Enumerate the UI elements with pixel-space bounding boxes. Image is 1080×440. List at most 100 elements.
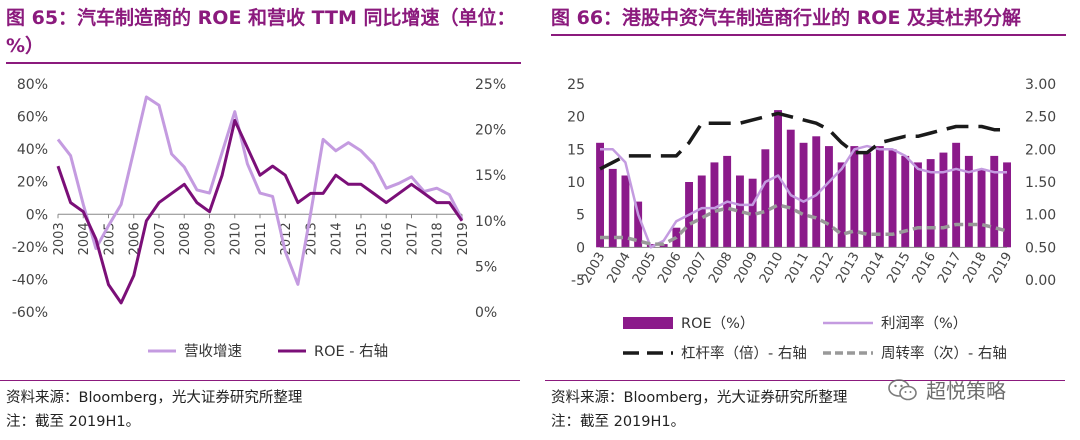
right-note-text: 注：截至 2019H1。 [551,414,686,430]
x-tick-label: 2019 [456,222,471,255]
y-left-tick-label: -40% [12,272,48,288]
x-tick-label: 2016 [380,222,395,255]
x-tick-label: 2018 [431,222,446,255]
left-note-text: 注：截至 2019H1。 [6,414,141,430]
roe-bar [926,159,935,248]
y-right-tick-label: 5% [475,259,497,275]
x-tick-label: 2003 [52,222,67,255]
series-line-2 [56,119,464,305]
right-chart: 2520151050-53.002.502.001.501.000.500.00… [567,77,1056,362]
watermark-text: 超悦策略 [926,379,1006,403]
x-tick-label: 2015 [355,222,370,255]
y-left-tick-label: 60% [17,110,48,126]
wechat-icon [888,378,917,400]
y-left-tick-label: 0% [26,207,48,223]
x-tick-label: 2007 [681,250,711,286]
legend-swatch-1 [623,317,673,329]
roe-bar [748,178,757,248]
y-left-tick-label: 20% [17,175,48,191]
left-source-text: 资料来源：Bloomberg，光大证券研究所整理 [6,390,303,406]
roe-bar [736,175,744,248]
roe-bar [1003,162,1011,248]
x-tick-label: 2017 [935,250,965,286]
roe-bar [964,155,973,248]
y-right-tick-label: 3.00 [1025,77,1056,93]
right-source-text: 资料来源：Bloomberg，光大证券研究所整理 [551,390,848,406]
legend-label-2: ROE - 右轴 [314,343,388,360]
y-right-tick-label: 1.00 [1025,208,1056,224]
x-tick-label: 2006 [655,250,685,286]
y-left-tick-label: 20 [567,110,585,126]
roe-bar [786,129,795,248]
roe-bar [888,149,897,248]
x-tick-label: 2014 [330,222,345,255]
y-right-tick-label: 2.00 [1025,142,1056,158]
x-tick-label: 2013 [833,250,863,286]
roe-bar [825,146,833,248]
y-left-tick-label: 0 [576,240,585,256]
series-line-1 [56,95,464,286]
roe-bar [977,168,986,248]
series-line-3 [599,111,1007,171]
x-tick-label: 2011 [254,222,269,255]
legend-label-4: 周转率（次）- 右轴 [881,345,1007,362]
x-tick-label: 2005 [630,250,660,286]
x-tick-label: 2010 [229,222,244,255]
y-left-tick-label: 25 [567,77,585,93]
y-left-tick-label: 40% [17,142,48,158]
y-right-tick-label: 0.50 [1025,240,1056,256]
left-figure-title: 图 65：汽车制造商的 ROE 和营收 TTM 同比增速（单位：%） [6,4,521,64]
left-bottom-rule [0,380,520,381]
roe-bar [914,162,922,248]
y-left-tick-label: -20% [12,240,48,256]
y-right-tick-label: 1.50 [1025,175,1056,191]
roe-bar [901,155,910,248]
y-right-tick-label: 20% [475,123,506,139]
x-tick-label: 2015 [884,250,914,286]
y-left-tick-label: 10 [567,175,585,191]
x-tick-label: 2016 [910,250,940,286]
roe-bar [863,152,872,248]
roe-bar [634,201,643,248]
legend-label-1: ROE（%） [681,315,754,332]
roe-bar [850,146,859,248]
roe-bar [875,146,884,248]
left-chart: 80% 60% 40% 20% 0% -20% -40% -60% 25% 20% 15% 10% 5%… [12,77,506,360]
roe-bar [799,142,808,248]
legend-label-3: 杠杆率（倍）- 右轴 [681,345,807,362]
y-left-tick-label: 80% [17,77,48,93]
legend-label-1: 营收增速 [184,343,242,360]
x-tick-label: 2011 [782,250,812,286]
y-right-tick-label: 2.50 [1025,110,1056,126]
x-tick-label: 2019 [986,250,1016,286]
y-right-tick-label: 15% [475,168,506,184]
roe-bar [710,162,719,248]
roe-bar [608,168,617,248]
y-right-tick-label: 0.00 [1025,273,1056,289]
right-figure-panel: 图 66：港股中资汽车制造商行业的 ROE 及其杜邦分解 25 20 15 10 5 0-… [545,0,1080,440]
x-tick-label: 2008 [706,250,736,286]
y-right-tick-label: 10% [475,214,506,230]
y-left-tick-label: 15 [567,142,585,158]
x-tick-label: 2007 [153,222,168,255]
x-tick-label: 2012 [808,250,838,286]
roe-bar [774,110,782,248]
roe-bar [990,155,999,248]
y-left-tick-label: -5 [571,273,585,289]
x-tick-label: 2018 [960,250,990,286]
roe-bar [761,149,770,248]
left-figure-panel: 图 65：汽车制造商的 ROE 和营收 TTM 同比增速（单位：%） 80% 60… [0,0,530,440]
watermark: 超悦策略 [888,375,1006,404]
x-tick-label: 2009 [732,250,762,286]
y-left-tick-label: -60% [12,305,48,321]
y-right-tick-label: 0% [475,305,497,321]
roe-bar [812,136,821,248]
roe-bar [621,175,630,248]
right-bottom-rule [545,380,1065,381]
roe-bar [837,162,846,248]
right-figure-title: 图 66：港股中资汽车制造商行业的 ROE 及其杜邦分解 [551,4,1066,36]
roe-bar [697,175,706,248]
legend-label-2: 利润率（%） [881,315,967,332]
x-tick-label: 2009 [204,222,219,255]
x-tick-label: 2014 [859,250,889,286]
